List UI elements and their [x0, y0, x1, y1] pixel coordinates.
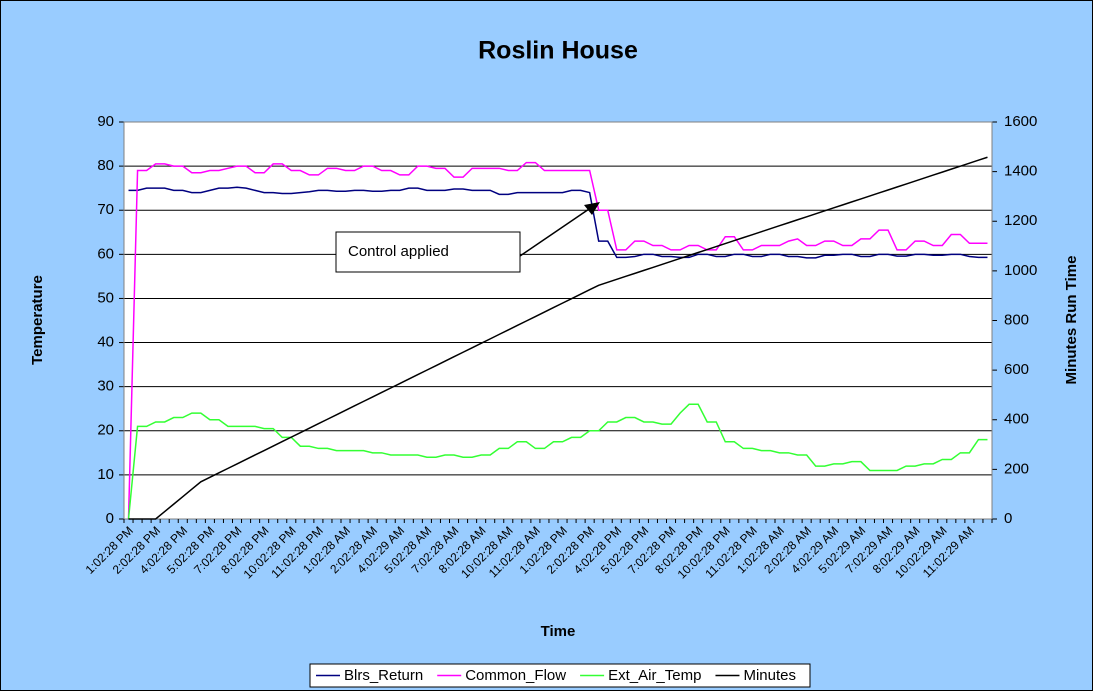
y-tick-label: 70: [97, 201, 114, 218]
chart-title: Roslin House: [478, 37, 638, 65]
y-tick-label: 90: [97, 113, 114, 130]
plot-area: [124, 122, 992, 519]
y2-tick-label: 800: [1004, 311, 1029, 328]
y2-tick-label: 600: [1004, 361, 1029, 378]
y2-tick-label: 1600: [1004, 113, 1037, 130]
y-tick-label: 40: [97, 334, 114, 351]
legend: Blrs_Return Common_Flow Ext_Air_Temp Minute…: [309, 663, 811, 688]
y2-tick-label: 1200: [1004, 212, 1037, 229]
y-tick-label: 60: [97, 245, 114, 262]
annotation-box: [335, 231, 521, 273]
legend-label: Common_Flow: [465, 667, 566, 684]
annotation-arrow: [519, 206, 593, 257]
annotation-text: Control applied: [348, 243, 449, 260]
legend-box: [309, 663, 811, 688]
y-axis-label: Temperature: [29, 275, 46, 365]
legend-label: Minutes: [743, 667, 796, 684]
y-tick-label: 80: [97, 157, 114, 174]
y-tick-label: 0: [106, 510, 114, 527]
y-tick-label: 50: [97, 289, 114, 306]
legend-label: Ext_Air_Temp: [608, 667, 701, 684]
y-tick-label: 10: [97, 466, 114, 483]
y2-axis-label: Minutes Run Time: [1063, 256, 1080, 385]
y2-tick-label: 200: [1004, 460, 1029, 477]
y-tick-label: 20: [97, 422, 114, 439]
annotation-arrowhead: [584, 202, 600, 215]
x-axis-label: Time: [541, 623, 576, 640]
series-line: [127, 403, 988, 520]
series-line: [128, 186, 988, 259]
y2-tick-label: 0: [1004, 510, 1012, 527]
legend-label: Blrs_Return: [344, 667, 423, 684]
y2-tick-label: 1000: [1004, 262, 1037, 279]
series-line: [127, 161, 988, 520]
y2-tick-label: 400: [1004, 411, 1029, 428]
y2-tick-label: 1400: [1004, 163, 1037, 180]
series-line: [128, 156, 988, 520]
y-tick-label: 30: [97, 378, 114, 395]
